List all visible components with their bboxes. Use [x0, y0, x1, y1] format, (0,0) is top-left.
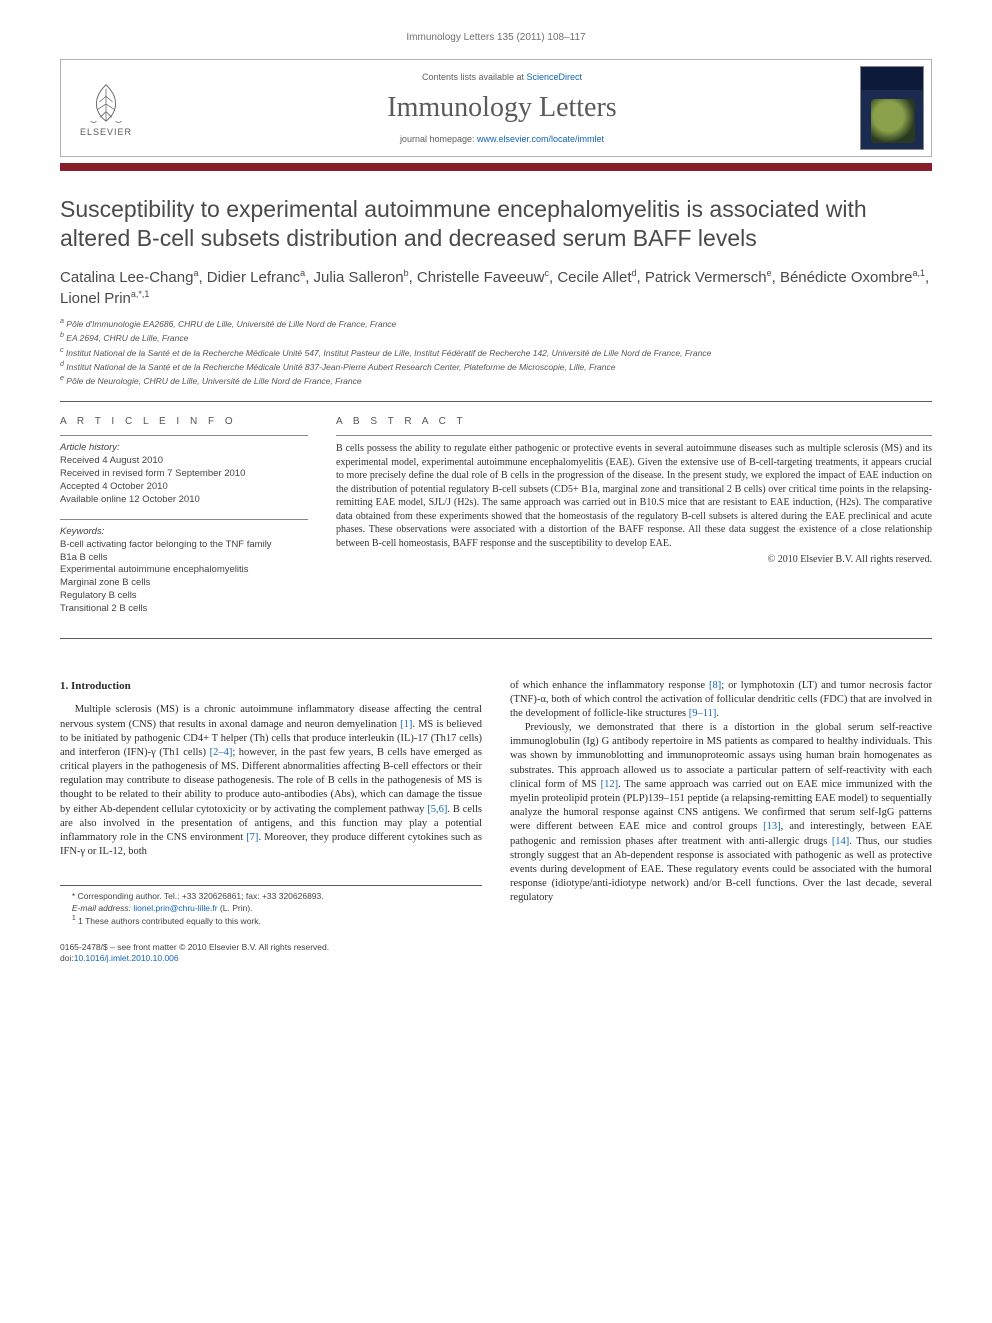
doi-link[interactable]: 10.1016/j.imlet.2010.10.006 — [74, 953, 179, 963]
citation-link[interactable]: [5,6] — [427, 804, 447, 815]
history-line: Available online 12 October 2010 — [60, 494, 308, 507]
corresponding-author-note: * Corresponding author. Tel.: +33 320626… — [60, 891, 482, 902]
history-line: Received in revised form 7 September 201… — [60, 468, 308, 481]
journal-masthead: ELSEVIER Contents lists available at Sci… — [60, 59, 932, 157]
journal-cover-thumbnail — [860, 66, 924, 150]
journal-name: Immunology Letters — [387, 92, 616, 124]
citation-link[interactable]: [12] — [601, 779, 619, 790]
abstract-heading: A B S T R A C T — [336, 416, 932, 427]
author-list: Catalina Lee-Changa, Didier Lefranca, Ju… — [60, 267, 932, 310]
keyword-item: B-cell activating factor belonging to th… — [60, 539, 308, 552]
body-two-columns: 1. Introduction Multiple sclerosis (MS) … — [60, 679, 932, 964]
info-abstract-row: A R T I C L E I N F O Article history: R… — [60, 402, 932, 627]
divider — [60, 638, 932, 639]
citation-link[interactable]: [1] — [400, 719, 412, 730]
history-line: Accepted 4 October 2010 — [60, 481, 308, 494]
contents-prefix: Contents lists available at — [422, 72, 527, 82]
corresponding-email-line: E-mail address: lionel.prin@chru-lille.f… — [60, 903, 482, 914]
article-title: Susceptibility to experimental autoimmun… — [60, 195, 932, 253]
elsevier-tree-icon — [83, 79, 129, 125]
body-column-left: 1. Introduction Multiple sclerosis (MS) … — [60, 679, 482, 964]
article-history-block: Article history: Received 4 August 2010R… — [60, 435, 308, 506]
homepage-prefix: journal homepage: — [400, 134, 477, 144]
doi-label: doi: — [60, 953, 74, 963]
keyword-item: Experimental autoimmune encephalomyeliti… — [60, 564, 308, 577]
section-color-bar — [60, 163, 932, 171]
citation-link[interactable]: [7] — [246, 832, 258, 843]
affiliation-item: c Institut National de la Santé et de la… — [60, 346, 932, 359]
affiliation-item: b EA 2694, CHRU de Lille, France — [60, 331, 932, 344]
sciencedirect-link[interactable]: ScienceDirect — [527, 72, 583, 82]
affiliation-item: d Institut National de la Santé et de la… — [60, 360, 932, 373]
history-line: Received 4 August 2010 — [60, 455, 308, 468]
keywords-block: Keywords: B-cell activating factor belon… — [60, 519, 308, 616]
citation-link[interactable]: [9–11] — [689, 708, 717, 719]
body-paragraph: of which enhance the inflammatory respon… — [510, 679, 932, 722]
corresponding-email-link[interactable]: lionel.prin@chru-lille.fr — [133, 903, 217, 913]
equal-contribution-note: 1 1 These authors contributed equally to… — [60, 914, 482, 927]
body-paragraph: Multiple sclerosis (MS) is a chronic aut… — [60, 703, 482, 859]
section-number: 1. — [60, 680, 68, 692]
article-info-column: A R T I C L E I N F O Article history: R… — [60, 402, 308, 627]
front-matter-line: 0165-2478/$ – see front matter © 2010 El… — [60, 942, 482, 953]
journal-homepage-line: journal homepage: www.elsevier.com/locat… — [400, 134, 604, 144]
article-info-heading: A R T I C L E I N F O — [60, 416, 308, 427]
keywords-label: Keywords: — [60, 526, 308, 537]
citation-link[interactable]: [8] — [709, 680, 721, 691]
email-who: (L. Prin). — [220, 903, 253, 913]
affiliation-list: a Pôle d'Immunologie EA2686, CHRU de Lil… — [60, 317, 932, 387]
publisher-name: ELSEVIER — [80, 127, 132, 137]
keyword-item: Regulatory B cells — [60, 590, 308, 603]
email-label: E-mail address: — [72, 903, 131, 913]
keyword-item: Marginal zone B cells — [60, 577, 308, 590]
abstract-text: B cells possess the ability to regulate … — [336, 435, 932, 550]
doi-line: doi:10.1016/j.imlet.2010.10.006 — [60, 953, 482, 964]
corresponding-footnotes: * Corresponding author. Tel.: +33 320626… — [60, 885, 482, 927]
abstract-column: A B S T R A C T B cells possess the abil… — [336, 402, 932, 627]
abstract-copyright: © 2010 Elsevier B.V. All rights reserved… — [336, 554, 932, 565]
affiliation-item: a Pôle d'Immunologie EA2686, CHRU de Lil… — [60, 317, 932, 330]
citation-link[interactable]: [14] — [832, 836, 850, 847]
body-paragraph: Previously, we demonstrated that there i… — [510, 721, 932, 905]
equal-contribution-text: 1 These authors contributed equally to t… — [78, 916, 261, 926]
citation-link[interactable]: [2–4] — [210, 747, 233, 758]
keyword-item: B1a B cells — [60, 552, 308, 565]
masthead-center: Contents lists available at ScienceDirec… — [151, 60, 853, 156]
citation-link[interactable]: [13] — [763, 821, 781, 832]
journal-homepage-link[interactable]: www.elsevier.com/locate/immlet — [477, 134, 604, 144]
running-head: Immunology Letters 135 (2011) 108–117 — [60, 32, 932, 43]
section-title: Introduction — [71, 680, 131, 692]
body-column-right: of which enhance the inflammatory respon… — [510, 679, 932, 964]
section-heading: 1. Introduction — [60, 679, 482, 694]
article-history-label: Article history: — [60, 442, 308, 453]
contents-available-line: Contents lists available at ScienceDirec… — [422, 72, 582, 82]
affiliation-item: e Pôle de Neurologie, CHRU de Lille, Uni… — [60, 374, 932, 387]
cover-thumb-block — [853, 60, 931, 156]
publisher-logo-block: ELSEVIER — [61, 60, 151, 156]
keyword-item: Transitional 2 B cells — [60, 603, 308, 616]
front-matter-meta: 0165-2478/$ – see front matter © 2010 El… — [60, 942, 482, 964]
